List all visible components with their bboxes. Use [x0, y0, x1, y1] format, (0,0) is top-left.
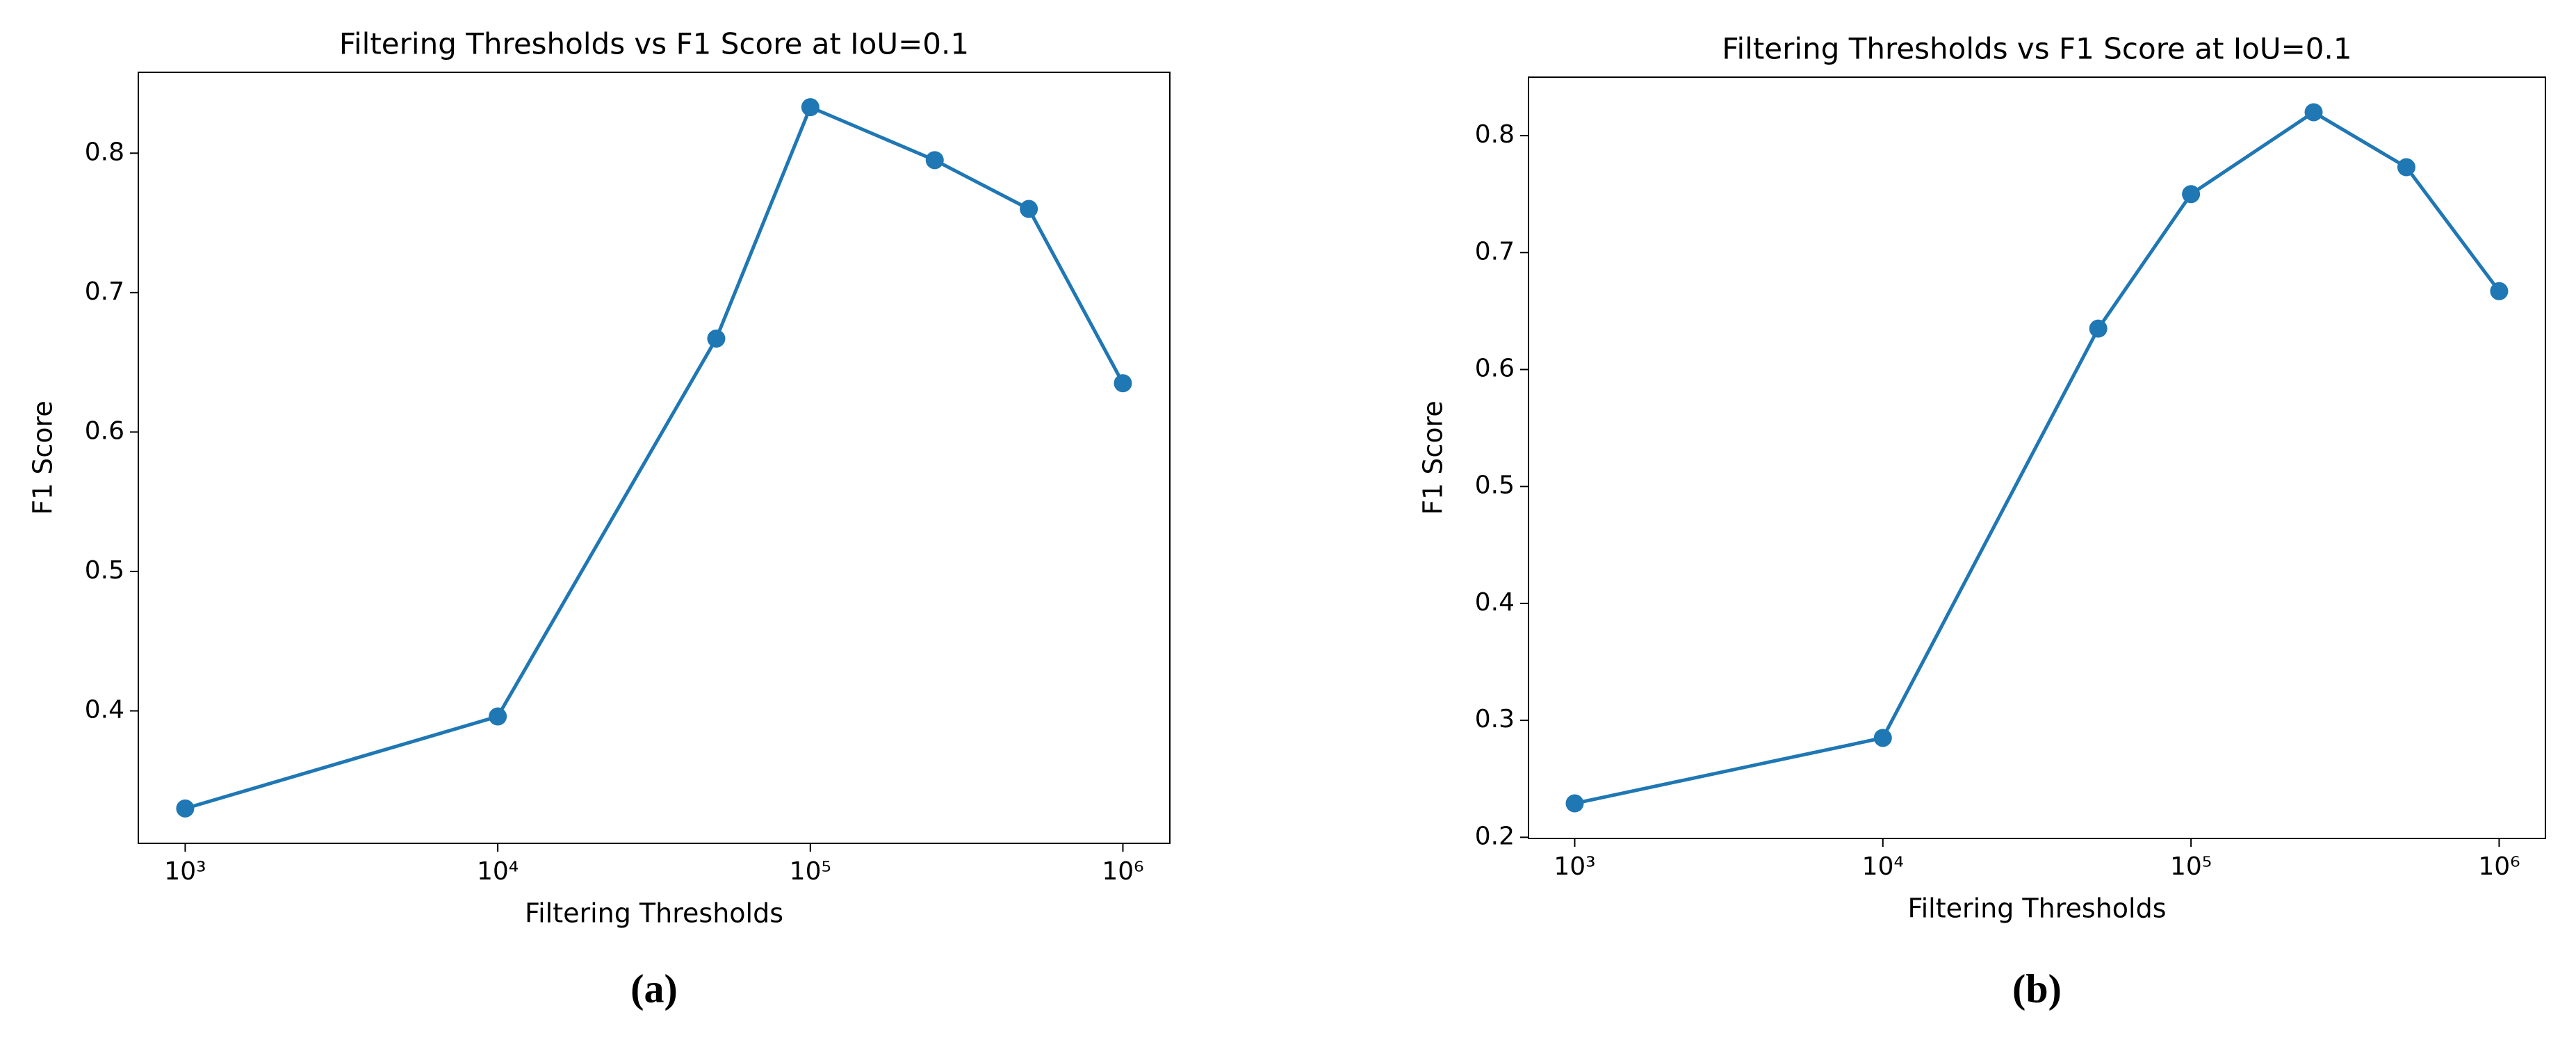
plot-frame	[1528, 76, 2546, 839]
y-axis-label: F1 Score	[1418, 400, 1449, 515]
data-point	[2397, 158, 2415, 177]
y-tick-label: 0.5	[1475, 471, 1515, 500]
y-tick-label: 0.5	[85, 556, 124, 585]
y-tick-label: 0.8	[1475, 120, 1515, 149]
data-point	[1020, 200, 1038, 218]
data-point	[2089, 319, 2108, 338]
y-tick-label: 0.3	[1475, 705, 1515, 733]
y-tick-label: 0.2	[1475, 822, 1515, 850]
y-tick-label: 0.6	[85, 416, 124, 445]
data-point	[1114, 374, 1132, 393]
data-point	[1873, 729, 1892, 747]
y-tick-label: 0.7	[85, 277, 124, 306]
data-point	[2304, 103, 2323, 122]
chart-title: Filtering Thresholds vs F1 Score at IoU=…	[1722, 32, 2351, 66]
y-tick-label: 0.6	[1475, 355, 1515, 383]
x-tick-label: 10⁵	[2170, 852, 2212, 881]
y-tick-label: 0.8	[85, 138, 124, 166]
x-tick-label: 10⁶	[2478, 852, 2520, 881]
data-point	[801, 98, 820, 117]
y-axis-label: F1 Score	[28, 400, 58, 515]
data-point	[707, 330, 726, 348]
x-tick-label: 10³	[164, 857, 206, 886]
data-point	[2490, 282, 2509, 300]
y-tick-label: 0.4	[1475, 588, 1515, 617]
data-point	[925, 151, 944, 170]
data-point	[176, 799, 195, 818]
x-tick-label: 10³	[1554, 852, 1595, 881]
data-point	[1565, 794, 1584, 813]
y-tick-label: 0.4	[85, 695, 124, 724]
series-line	[184, 104, 1125, 811]
x-tick-label: 10⁶	[1102, 857, 1143, 886]
x-axis-label: Filtering Thresholds	[1907, 893, 2166, 924]
y-tick-label: 0.7	[1475, 237, 1515, 266]
chart-title: Filtering Thresholds vs F1 Score at IoU=…	[339, 27, 969, 61]
caption: (b)	[2012, 966, 2062, 1011]
caption: (a)	[630, 966, 678, 1011]
series-line	[1574, 110, 2501, 805]
x-tick-label: 10⁴	[477, 857, 519, 886]
plot-frame	[138, 72, 1171, 844]
data-point	[489, 707, 507, 726]
x-tick-label: 10⁵	[790, 857, 831, 886]
data-point	[2182, 185, 2201, 204]
x-axis-label: Filtering Thresholds	[525, 898, 783, 929]
x-tick-label: 10⁴	[1862, 852, 1904, 881]
